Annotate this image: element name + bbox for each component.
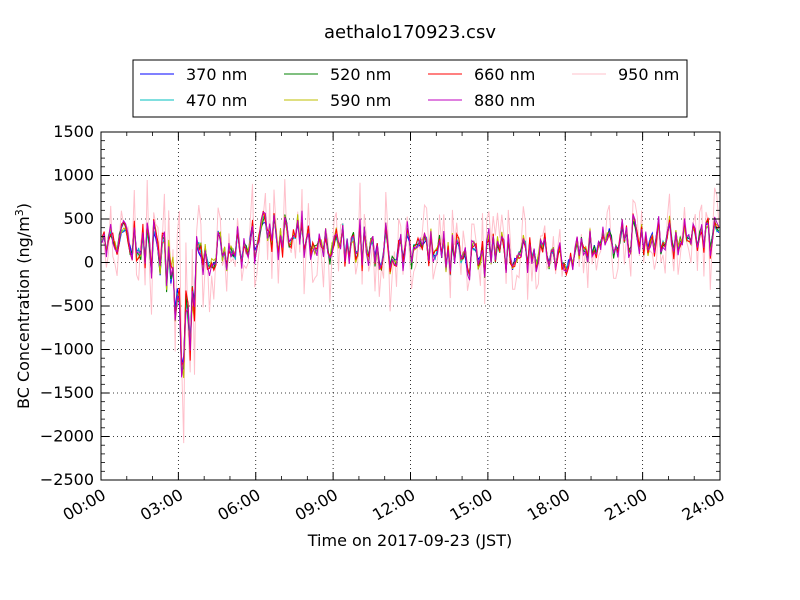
x-tick-label: 18:00 — [524, 485, 573, 525]
x-tick-label: 21:00 — [601, 485, 650, 525]
y-tick-label: −2000 — [40, 427, 94, 446]
x-tick-label: 24:00 — [679, 485, 728, 525]
legend-label: 660 nm — [474, 65, 535, 84]
data-lines — [101, 179, 720, 444]
series-line-950-nm — [101, 179, 720, 444]
y-tick-label: 0 — [84, 253, 94, 272]
legend-label: 370 nm — [186, 65, 247, 84]
y-tick-label: −1000 — [40, 340, 94, 359]
x-axis-label: Time on 2017-09-23 (JST) — [307, 531, 512, 550]
x-tick-label: 03:00 — [137, 485, 186, 525]
y-tick-label: −1500 — [40, 383, 94, 402]
legend-label: 470 nm — [186, 91, 247, 110]
y-tick-label: −2500 — [40, 470, 94, 489]
axis-ticks — [100, 131, 721, 481]
x-tick-labels: 00:00 03:00 06:00 09:00 12:00 15:00 18:00 21:00… — [60, 485, 728, 525]
y-axis-label: BC Concentration (ng/m3) — [13, 203, 33, 409]
x-tick-label: 06:00 — [214, 485, 263, 525]
legend-label: 520 nm — [330, 65, 391, 84]
y-tick-label: 1500 — [53, 122, 94, 141]
legend-box — [132, 59, 688, 118]
legend-label: 880 nm — [474, 91, 535, 110]
x-tick-label: 09:00 — [292, 485, 341, 525]
legend-label: 950 nm — [618, 65, 679, 84]
series-line-880-nm — [101, 210, 720, 378]
legend-label: 590 nm — [330, 91, 391, 110]
y-tick-labels: 1500 1000 500 0 −500 −1000 −1500 −2000 −2500 — [40, 122, 94, 489]
x-tick-label: 12:00 — [369, 485, 418, 525]
legend: 370 nm 470 nm 520 nm 590 nm 660 nm 880 nm 950 … — [132, 59, 688, 118]
y-tick-label: 1000 — [53, 166, 94, 185]
y-axis-label-main: BC Concentration (ng/m — [14, 216, 33, 409]
y-tick-label: −500 — [50, 296, 94, 315]
x-tick-label: 15:00 — [446, 485, 495, 525]
x-tick-label: 00:00 — [60, 485, 109, 525]
y-axis-label-superscript: 3 — [13, 209, 26, 216]
y-axis-label-end: ) — [14, 203, 33, 209]
y-tick-label: 500 — [63, 209, 94, 228]
chart-title: aethalo170923.csv — [324, 22, 496, 43]
